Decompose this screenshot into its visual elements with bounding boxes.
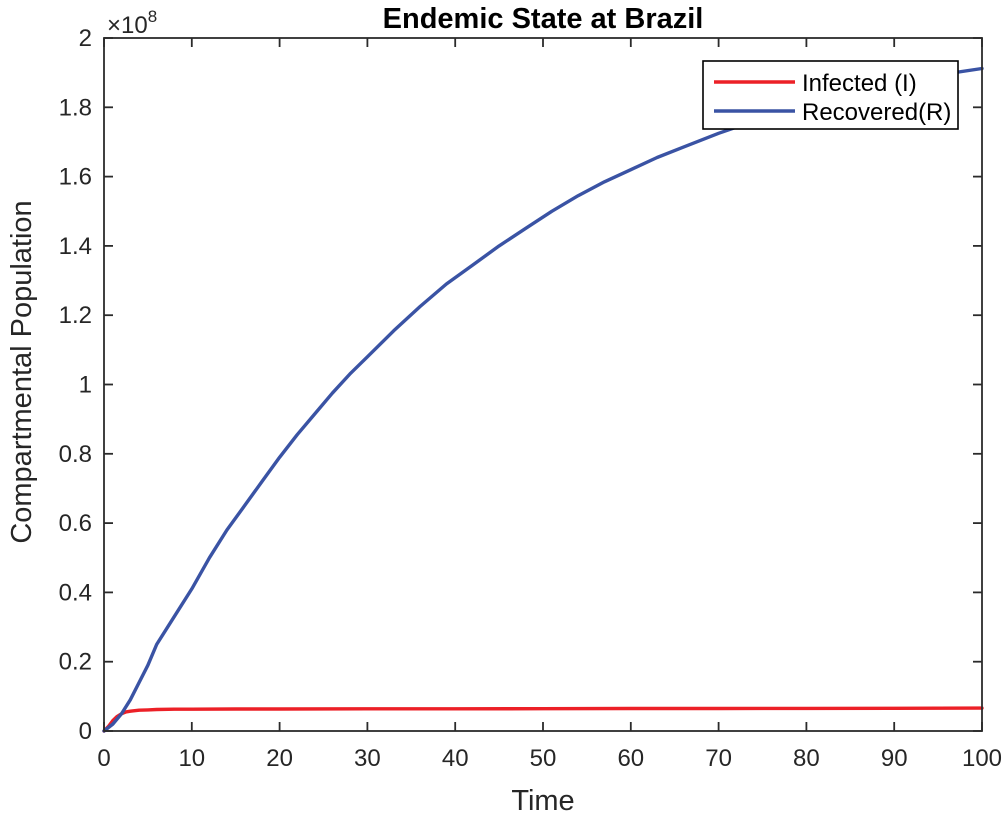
tick-marks [103, 37, 983, 732]
y-tick-label: 1.6 [59, 164, 92, 191]
tick-labels: 0 10 20 30 40 50 60 70 80 90 100 0 0.2 0.4 0.6 0.8 1 1.2 1… [59, 25, 1002, 772]
x-axis-label: Time [511, 785, 574, 817]
y-tick-label: 0 [79, 718, 92, 745]
x-tick-label: 50 [530, 745, 557, 772]
y-tick-label: 1.4 [59, 233, 92, 260]
x-tick-label: 20 [266, 745, 293, 772]
x-tick-label: 10 [178, 745, 205, 772]
x-tick-label: 70 [705, 745, 732, 772]
y-tick-label: 0.2 [59, 649, 92, 676]
y-tick-label: 1.8 [59, 94, 92, 121]
recovered-line [102, 66, 984, 733]
y-tick-label: 1 [79, 372, 92, 399]
y-axis-exponent-label: ×108 [107, 7, 157, 39]
x-tick-label: 80 [793, 745, 820, 772]
x-tick-label: 0 [97, 745, 110, 772]
y-tick-label: 2 [79, 25, 92, 52]
x-tick-label: 60 [617, 745, 644, 772]
y-axis-label: Compartmental Population [6, 200, 38, 543]
x-tick-label: 40 [442, 745, 469, 772]
y-tick-label: 1.2 [59, 302, 92, 329]
axes-box [103, 37, 983, 732]
y-tick-label: 0.4 [59, 579, 92, 606]
legend: Infected (I) Recovered(R) [702, 60, 959, 130]
legend-box [702, 60, 959, 130]
legend-infected-label: Infected (I) [802, 70, 917, 97]
x-tick-label: 30 [354, 745, 381, 772]
y-tick-label: 0.6 [59, 510, 92, 537]
chart-title: Endemic State at Brazil [383, 3, 704, 35]
y-tick-label: 0.8 [59, 441, 92, 468]
x-tick-label: 100 [962, 745, 1002, 772]
x-tick-label: 90 [881, 745, 908, 772]
legend-recovered-label: Recovered(R) [802, 99, 951, 126]
